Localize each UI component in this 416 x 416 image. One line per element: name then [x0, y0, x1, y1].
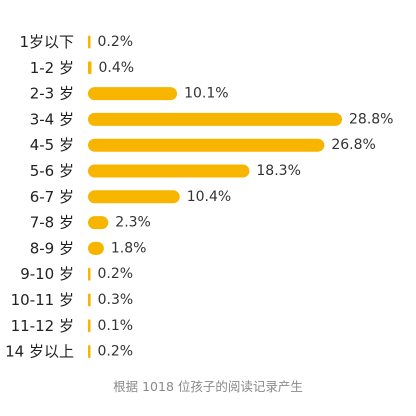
category-label: 14 岁以上	[5, 343, 74, 361]
category-label: 10-11 岁	[11, 291, 74, 309]
category-label: 9-10 岁	[20, 265, 74, 283]
category-label: 7-8 岁	[30, 214, 74, 232]
value-label: 2.3%	[115, 215, 151, 231]
value-label: 1.8%	[111, 240, 147, 256]
bar	[88, 319, 91, 333]
bar	[88, 112, 342, 126]
value-label: 0.4%	[99, 60, 135, 76]
bar-chart: 1岁以下 0.2% 1-2 岁 0.4% 2-3 岁 10.1% 3-4 岁 28.8% 4-5…	[5, 33, 393, 361]
bar	[88, 61, 92, 75]
value-label: 26.8%	[331, 137, 375, 153]
category-label: 3-4 岁	[30, 110, 74, 128]
value-label: 10.1%	[184, 86, 228, 102]
bar	[88, 87, 178, 101]
category-label: 2-3 岁	[30, 85, 74, 103]
bar	[88, 345, 91, 359]
value-label: 0.3%	[98, 292, 134, 308]
value-label: 0.1%	[98, 318, 134, 334]
category-label: 1岁以下	[19, 33, 74, 51]
value-label: 0.2%	[98, 344, 134, 360]
chart-caption: 根据 1018 位孩子的阅读记录产生	[113, 379, 303, 394]
bar	[88, 190, 180, 204]
bar	[88, 216, 109, 230]
category-label: 4-5 岁	[30, 136, 74, 154]
category-label: 6-7 岁	[30, 188, 74, 206]
value-label: 10.4%	[187, 189, 231, 205]
category-label: 8-9 岁	[30, 239, 74, 257]
value-label: 28.8%	[349, 111, 393, 127]
value-label: 0.2%	[98, 34, 134, 50]
value-label: 0.2%	[98, 266, 134, 282]
bar	[88, 164, 250, 178]
category-label: 1-2 岁	[30, 59, 74, 77]
category-label: 5-6 岁	[30, 162, 74, 180]
bar	[88, 241, 104, 255]
bar	[88, 293, 91, 307]
bar	[88, 138, 325, 152]
category-label: 11-12 岁	[11, 317, 74, 335]
bar	[88, 267, 91, 281]
bar	[88, 35, 91, 49]
value-label: 18.3%	[256, 163, 300, 179]
